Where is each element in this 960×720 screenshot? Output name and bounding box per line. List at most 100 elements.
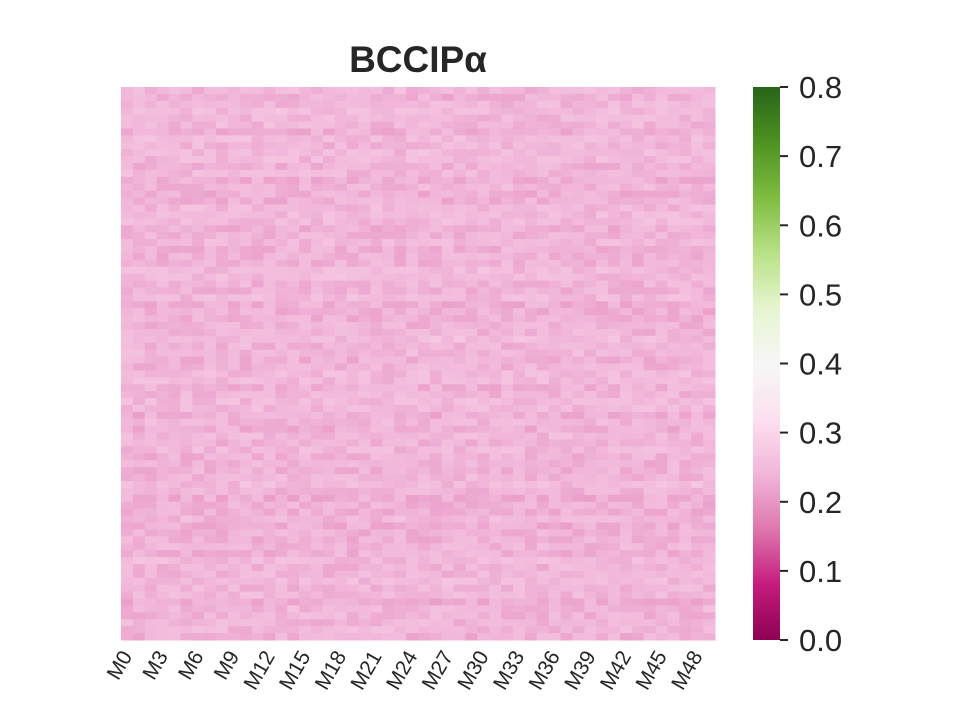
heatmap-cell — [180, 584, 193, 593]
heatmap-cell — [655, 619, 668, 627]
heatmap-cell — [501, 481, 514, 489]
heatmap-cell — [584, 204, 597, 212]
heatmap-cell — [334, 425, 348, 434]
heatmap-cell — [287, 335, 300, 344]
heatmap-cell — [643, 342, 657, 351]
heatmap-cell — [251, 377, 265, 385]
heatmap-cell — [144, 114, 158, 123]
heatmap-cell — [180, 391, 193, 399]
heatmap-cell — [703, 563, 716, 572]
heatmap-cell — [299, 356, 312, 364]
heatmap-cell — [524, 204, 538, 212]
heatmap-cell — [358, 536, 371, 544]
heatmap-cell — [513, 218, 526, 226]
heatmap-cell — [501, 349, 514, 358]
heatmap-cell — [429, 301, 443, 309]
heatmap-cell — [311, 487, 324, 496]
heatmap-cell — [227, 142, 241, 150]
heatmap-cell — [144, 328, 158, 337]
heatmap-cell — [370, 626, 383, 634]
heatmap-cell — [275, 259, 288, 268]
heatmap-cell — [334, 591, 348, 600]
heatmap-cell — [358, 266, 371, 275]
heatmap-cell — [655, 287, 668, 295]
heatmap-cell — [299, 536, 312, 544]
heatmap-cell — [691, 522, 704, 530]
heatmap-cell — [346, 245, 360, 254]
heatmap-cell — [382, 633, 395, 641]
heatmap-cell — [144, 135, 158, 143]
heatmap-cell — [227, 294, 241, 302]
heatmap-cell — [263, 363, 276, 371]
heatmap-cell — [168, 335, 181, 344]
heatmap-cell — [239, 605, 253, 613]
heatmap-cell — [489, 232, 502, 240]
heatmap-cell — [501, 391, 514, 399]
heatmap-cell — [453, 287, 467, 295]
heatmap-cell — [216, 460, 229, 468]
heatmap-cell — [156, 384, 170, 392]
heatmap-cell — [334, 467, 348, 475]
heatmap-cell — [643, 107, 657, 116]
heatmap-cell — [156, 128, 170, 136]
heatmap-cell — [429, 114, 443, 123]
heatmap-cell — [275, 232, 288, 240]
heatmap-cell — [370, 93, 383, 102]
heatmap-cell — [679, 135, 692, 143]
heatmap-cell — [418, 232, 431, 240]
heatmap-cell — [584, 232, 597, 240]
heatmap-cell — [346, 453, 360, 461]
heatmap-cell — [263, 633, 276, 641]
heatmap-cell — [263, 605, 276, 613]
heatmap-cell — [192, 363, 205, 371]
heatmap-cell — [453, 308, 467, 316]
heatmap-cell — [429, 557, 443, 565]
heatmap-cell — [572, 107, 585, 116]
heatmap-cell — [572, 377, 585, 385]
heatmap-cell — [334, 612, 348, 620]
heatmap-cell — [311, 432, 324, 441]
heatmap-cell — [275, 501, 288, 510]
heatmap-cell — [251, 232, 265, 240]
heatmap-cell — [631, 280, 645, 288]
heatmap-cell — [501, 356, 514, 364]
heatmap-cell — [608, 626, 621, 634]
heatmap-cell — [275, 460, 288, 468]
heatmap-cell — [239, 398, 253, 406]
heatmap-cell — [465, 633, 478, 641]
heatmap-cell — [251, 563, 265, 572]
heatmap-cell — [489, 225, 502, 233]
heatmap-cell — [168, 550, 181, 558]
heatmap-cell — [334, 577, 348, 586]
heatmap-cell — [263, 121, 276, 129]
heatmap-cell — [216, 619, 229, 627]
heatmap-cell — [548, 577, 562, 586]
heatmap-cell — [227, 425, 241, 434]
heatmap-cell — [691, 121, 704, 129]
heatmap-cell — [132, 633, 146, 641]
heatmap-cell — [489, 474, 502, 482]
heatmap-cell — [121, 584, 134, 593]
heatmap-cell — [121, 149, 134, 157]
heatmap-cell — [370, 391, 383, 399]
heatmap-cell — [596, 370, 609, 378]
heatmap-cell — [334, 515, 348, 523]
heatmap-cell — [453, 322, 467, 330]
heatmap-cell — [429, 501, 443, 510]
heatmap-cell — [322, 404, 336, 413]
heatmap-cell — [418, 453, 431, 461]
heatmap-cell — [132, 301, 146, 309]
heatmap-cell — [251, 287, 265, 295]
heatmap-cell — [619, 591, 633, 600]
heatmap-cell — [619, 370, 633, 378]
heatmap-cell — [453, 439, 467, 447]
heatmap-cell — [584, 301, 597, 309]
heatmap-cell — [358, 252, 371, 261]
heatmap-cell — [168, 425, 181, 434]
heatmap-cell — [382, 384, 395, 392]
heatmap-cell — [667, 245, 680, 254]
heatmap-cell — [192, 163, 205, 171]
heatmap-cell — [263, 322, 276, 330]
heatmap-cell — [584, 398, 597, 406]
heatmap-cell — [667, 384, 680, 392]
